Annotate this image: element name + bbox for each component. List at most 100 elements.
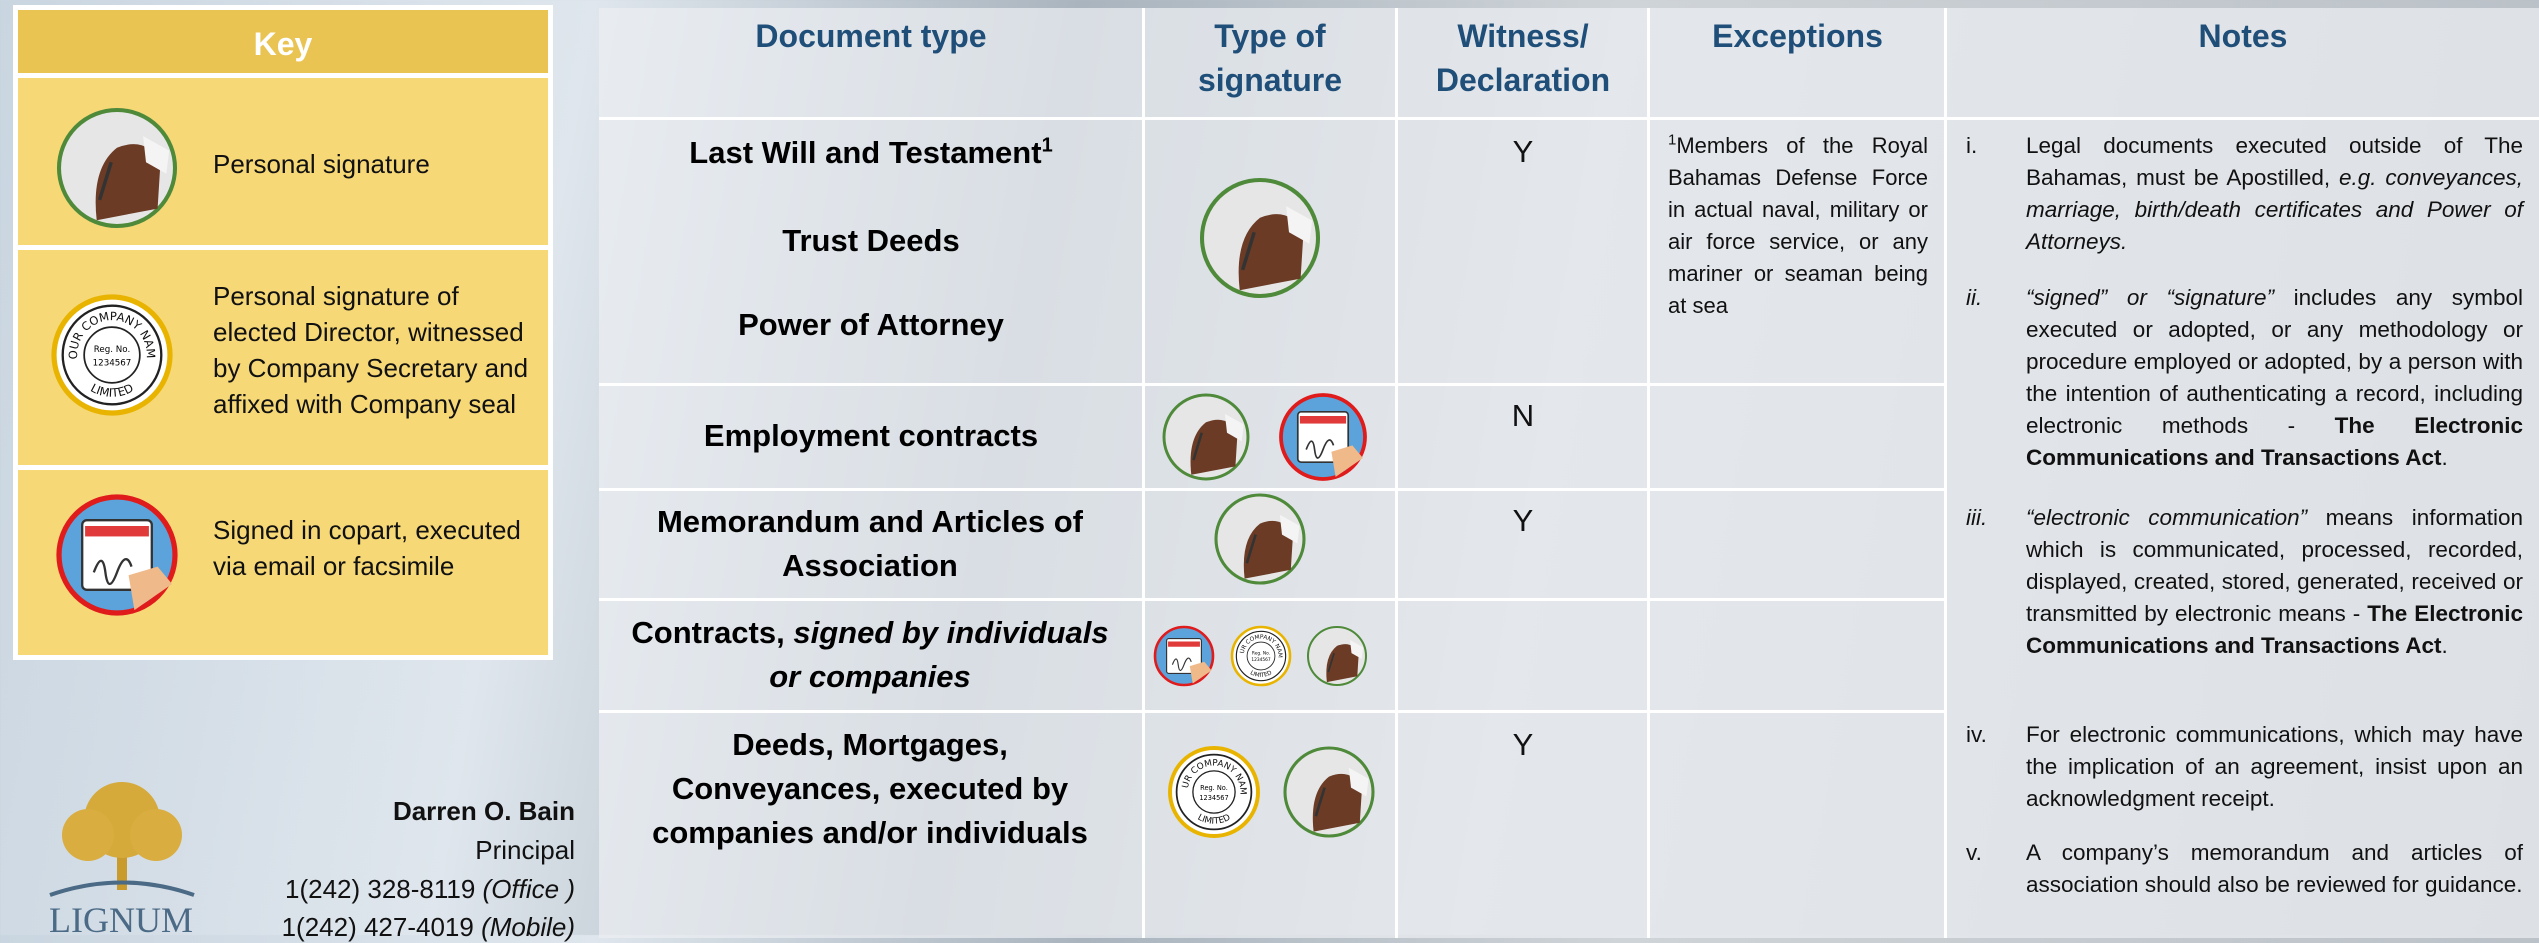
key-title: Key <box>18 10 548 78</box>
witness: N <box>1511 398 1535 433</box>
note-text: Legal documents executed outside of The … <box>2026 133 2523 190</box>
note-text: includes any symbol executed or adopted,… <box>2026 285 2523 438</box>
row-divider <box>599 383 1945 386</box>
note: iv. For electronic communications, which … <box>1966 719 2523 815</box>
doc-text-italic: signed by individuals or companies <box>769 615 1109 694</box>
pen <box>1245 534 1257 564</box>
seal-name: YOUR COMPANY NAME <box>0 0 1248 795</box>
key-row: Signed in copart, executed via email or … <box>18 470 548 655</box>
note-text: . <box>2441 445 2448 470</box>
document-type: Memorandum and Articles of Association <box>656 504 1084 583</box>
signature <box>1305 439 1335 459</box>
note-marker: v. <box>1966 840 1982 865</box>
electronic-signature-icon <box>1153 625 1215 687</box>
cuff <box>1279 514 1300 544</box>
note-text: means information which is communicated,… <box>2026 505 2523 626</box>
seal-number: 1234567 <box>1251 657 1271 663</box>
note-text: The Electronic Communications and Transa… <box>2026 601 2523 658</box>
cuff <box>1348 767 1369 797</box>
header: Witness/ Declaration <box>1435 18 1611 98</box>
document-type: Employment contracts <box>703 418 1039 453</box>
electronic-signature-icon <box>56 494 178 616</box>
note-text: e.g. conveyances, marriage, birth/death … <box>2026 165 2523 254</box>
document-type: Power of Attorney <box>738 307 1004 342</box>
doc-text: Last Will and Testament <box>689 135 1042 170</box>
key-item: Signed in copart, executed via email or … <box>213 515 521 581</box>
note-text: The Electronic Communications and Transa… <box>2026 413 2523 470</box>
witness: Y <box>1512 134 1534 169</box>
note-text: “electronic communication” <box>2026 505 2308 530</box>
seal-text: YOUR COMPANY NAME <box>0 0 1282 658</box>
note-marker: ii. <box>1966 285 1983 310</box>
tablet <box>1296 410 1350 464</box>
personal-signature-icon <box>56 107 178 229</box>
row-divider <box>599 598 1945 601</box>
table <box>599 8 2539 938</box>
seal-number: 1234567 <box>93 358 132 368</box>
header: Type of signature <box>1197 18 1343 98</box>
seal-reg: Reg. No. <box>94 345 130 355</box>
column-divider <box>1395 8 1398 938</box>
seal-reg: Reg. No. <box>1200 784 1228 792</box>
seal-suffix: LIMITED <box>1196 813 1233 827</box>
tablet-band <box>1168 641 1200 647</box>
tablet <box>81 519 153 591</box>
phone: 1(242) 328-8119 <box>284 874 476 904</box>
column-divider <box>1647 8 1650 938</box>
personal-signature-icon <box>1162 393 1250 481</box>
logo: LIGNUM <box>49 782 195 935</box>
note: ii. “signed” or “signature” includes any … <box>1966 282 2523 474</box>
hand <box>128 566 173 611</box>
column-divider <box>1944 8 1947 938</box>
personal-signature-icon <box>1199 177 1321 299</box>
seal-suffix: LIMITED <box>88 381 135 400</box>
header: Document type <box>755 18 987 54</box>
pen <box>1327 652 1335 673</box>
phone-label: (Office ) <box>482 874 575 904</box>
pen <box>1314 787 1326 817</box>
note-marker: i. <box>1966 133 1978 158</box>
header: Notes <box>2198 18 2288 54</box>
key-item: Personal signature <box>213 149 430 179</box>
personal-signature-icon <box>1283 746 1375 838</box>
icon-bg <box>1230 625 1292 687</box>
cuff <box>1224 413 1244 442</box>
note: iii. “electronic communication” means inf… <box>1966 502 2523 662</box>
tablet <box>1166 638 1202 674</box>
electronic-signature-icon <box>1279 393 1367 481</box>
seal-suffix: LIMITED <box>1249 670 1274 679</box>
seal-ring <box>1235 630 1287 682</box>
personal-signature-icon <box>1214 493 1306 585</box>
row-divider <box>599 117 2539 120</box>
seal-ring <box>1246 641 1276 671</box>
footnote-ref: 1 <box>1041 134 1053 157</box>
seal-text: LIMITED <box>88 381 135 400</box>
pen <box>97 161 113 201</box>
note-marker: iv. <box>1966 722 1987 747</box>
cuff <box>143 136 170 174</box>
personal-signature-icon <box>1306 625 1368 687</box>
icon-bg <box>51 294 173 416</box>
row-divider <box>599 488 1945 491</box>
cuff <box>1286 206 1313 244</box>
note-text: For electronic communications, which may… <box>2026 722 2523 811</box>
document-type: Deeds, Mortgages, Conveyances, executed … <box>652 727 1088 850</box>
witness: Y <box>1512 503 1534 538</box>
row-divider <box>599 710 1945 713</box>
seal-text: YOUR COMPANY NAME <box>0 0 1248 795</box>
tablet-band <box>1299 416 1347 424</box>
key-row: Personal signature of elected Director, … <box>18 250 548 470</box>
logo-text: LIGNUM <box>49 900 193 935</box>
column-divider <box>1142 8 1145 938</box>
seal-text: LIMITED <box>1249 670 1274 679</box>
tablet-band <box>85 526 149 537</box>
hand <box>1189 661 1212 684</box>
company-signature-icon: YOUR COMPANY NAMELIMITEDReg. No.1234567 <box>0 0 1260 838</box>
note-text: . <box>2441 633 2448 658</box>
seal-ring <box>83 326 141 384</box>
contact-name: Darren O. Bain <box>392 796 575 826</box>
document-type: Contracts, signed by individuals or comp… <box>620 611 1120 699</box>
seal-name: YOUR COMPANY NAME <box>0 0 1282 658</box>
